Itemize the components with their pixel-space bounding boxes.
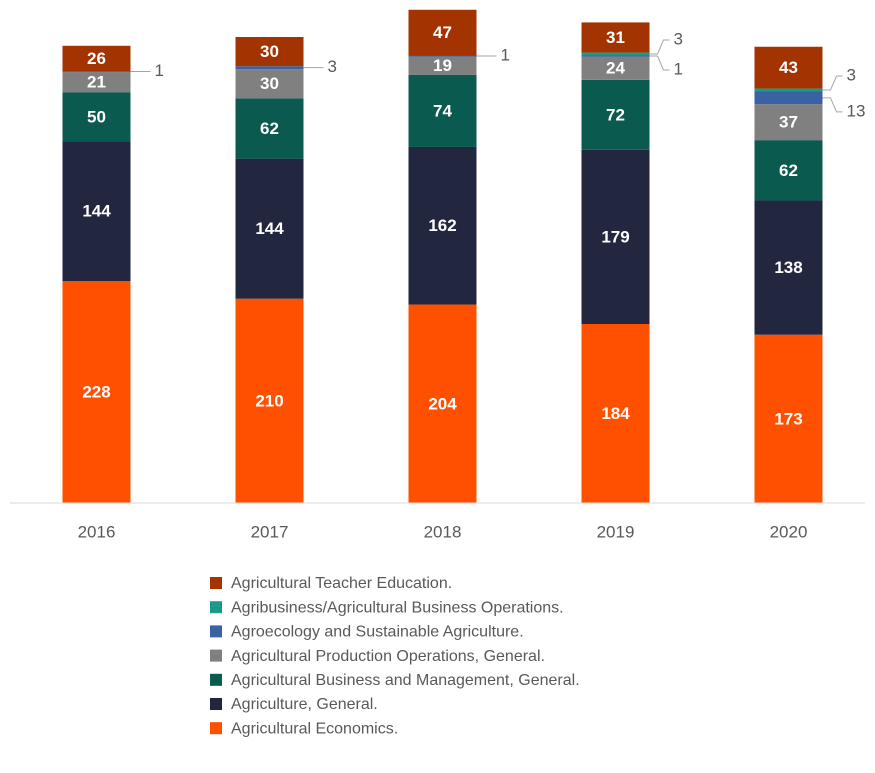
bar-segment [754,88,823,92]
data-label: 3 [674,30,683,49]
leader-line [822,75,843,91]
bar-segment [235,298,304,503]
data-label: 1 [155,61,164,80]
data-label: 228 [82,383,110,402]
data-label: 19 [433,56,452,75]
x-tick-label: 2017 [251,522,289,541]
bar-segment [754,91,823,105]
bar-segment [754,200,823,335]
data-label: 26 [87,49,106,68]
bar-segment [581,22,650,53]
bar-segment [235,158,304,299]
legend-swatch [210,649,222,662]
bar-segment [62,141,131,282]
data-label: 30 [260,42,279,61]
bar-segment [581,79,650,150]
legend-label: Agriculture, General. [231,696,378,713]
data-label: 21 [87,73,106,92]
x-tick-label: 2016 [78,522,116,541]
bar-segment [754,140,823,201]
data-label: 1 [501,45,510,64]
bar-segment [62,71,131,73]
data-label: 162 [428,216,456,235]
data-label: 74 [433,101,452,120]
data-label: 72 [606,105,625,124]
data-label: 62 [260,119,279,138]
data-label: 30 [260,74,279,93]
bar-segment [235,66,304,70]
legend-swatch [210,722,222,735]
data-label: 204 [428,394,457,413]
legend-label: Agroecology and Sustainable Agriculture. [231,624,524,641]
data-label: 37 [779,113,798,132]
data-label: 3 [847,66,856,85]
data-label: 13 [847,101,866,120]
bar-segment [581,324,650,503]
leader-line [822,97,843,113]
bar-segment [235,98,304,159]
bar-segment [408,55,477,57]
bar-segment [754,104,823,141]
legend-swatch [210,698,222,710]
data-label: 31 [606,28,625,47]
data-label: 47 [433,23,452,42]
x-tick-label: 2018 [424,522,462,541]
legend-swatch [210,577,222,589]
x-tick-label: 2019 [597,522,635,541]
data-label: 62 [779,161,798,180]
data-label: 184 [601,404,630,423]
legend-label: Agribusiness/Agricultural Business Opera… [231,599,564,616]
data-label: 1 [674,59,683,78]
bar-segment [408,9,477,56]
data-label: 144 [255,219,284,238]
data-label: 50 [87,107,106,126]
legend-label: Agricultural Economics. [231,720,398,737]
data-label: 43 [779,58,798,77]
data-label: 3 [328,57,337,76]
x-tick-label: 2020 [770,522,808,541]
legend-label: Agricultural Production Operations, Gene… [231,648,545,665]
data-label: 179 [601,227,629,246]
leader-line [649,39,670,55]
bar-segment [62,45,131,72]
bar-segment [62,72,131,93]
legend-swatch [210,625,222,638]
legend-label: Agricultural Teacher Education. [231,575,452,592]
bar-segment [581,149,650,325]
legend-swatch [210,601,222,614]
bar-segment [754,334,823,503]
bar-segment [581,52,650,56]
bar-segment [62,281,131,503]
data-label: 138 [774,258,802,277]
data-label: 210 [255,391,283,410]
bar-segment [408,146,477,305]
bar-segment [408,56,477,75]
bar-segment [408,74,477,147]
bar-segment [408,304,477,503]
bar-segment [581,56,650,80]
bar-segment [62,92,131,142]
leader-line [649,55,670,71]
data-label: 24 [606,59,625,78]
legend-swatch [210,673,222,686]
data-label: 144 [82,202,111,221]
bar-segment [754,46,823,89]
bar-segment [235,37,304,67]
legend-label: Agricultural Business and Management, Ge… [231,672,580,689]
data-label: 173 [774,409,802,428]
bar-segment [235,69,304,99]
bar-segment [581,55,650,57]
